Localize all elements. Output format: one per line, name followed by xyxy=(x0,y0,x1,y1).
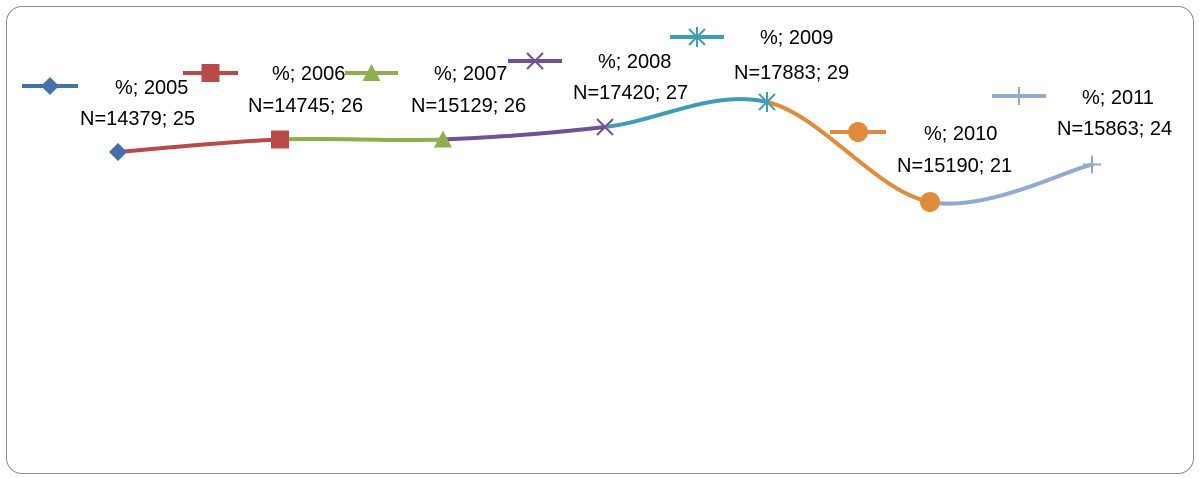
series-lines xyxy=(116,97,1094,206)
data-label-4: N=17420; 27 xyxy=(573,82,688,104)
series-label-5: %; 2009 xyxy=(760,27,833,49)
series-line-5 xyxy=(765,100,932,204)
data-point-4 xyxy=(596,118,614,136)
data-label-7: N=15863; 24 xyxy=(1057,118,1172,140)
series-line-4 xyxy=(603,97,769,129)
chart-frame xyxy=(6,6,1194,474)
series-line-1 xyxy=(116,137,282,154)
legend-key-marker-5 xyxy=(688,27,706,47)
series-label-3: %; 2007 xyxy=(434,63,507,85)
data-label-5: N=17883; 29 xyxy=(734,62,849,84)
data-label-6: N=15190; 21 xyxy=(897,155,1012,177)
series-line-6 xyxy=(928,162,1094,206)
data-point-2 xyxy=(271,130,289,149)
data-point-6 xyxy=(920,192,940,212)
data-point-3 xyxy=(434,130,452,148)
data-label-1: N=14379; 25 xyxy=(80,108,195,130)
series-label-6: %; 2010 xyxy=(924,123,997,145)
series-line-2 xyxy=(278,136,445,143)
series-line-3 xyxy=(441,125,607,142)
data-point-1 xyxy=(109,143,127,161)
data-label-2: N=14745; 26 xyxy=(248,95,363,117)
series-label-2: %; 2006 xyxy=(272,63,345,85)
data-point-5 xyxy=(758,92,776,112)
series-label-7: %; 2011 xyxy=(1082,87,1154,109)
series-label-1: %; 2005 xyxy=(115,77,188,99)
legend-key-marker-7 xyxy=(1010,87,1028,105)
data-label-3: N=15129; 26 xyxy=(411,95,526,117)
data-point-7 xyxy=(1083,155,1101,174)
legend-key-marker-2 xyxy=(201,64,220,82)
legend-key-marker-6 xyxy=(848,122,868,142)
legend-key-marker-3 xyxy=(362,64,381,81)
legend-key-marker-4 xyxy=(526,52,544,70)
legend-key-marker-1 xyxy=(41,77,59,95)
series-label-4: %; 2008 xyxy=(598,51,671,73)
